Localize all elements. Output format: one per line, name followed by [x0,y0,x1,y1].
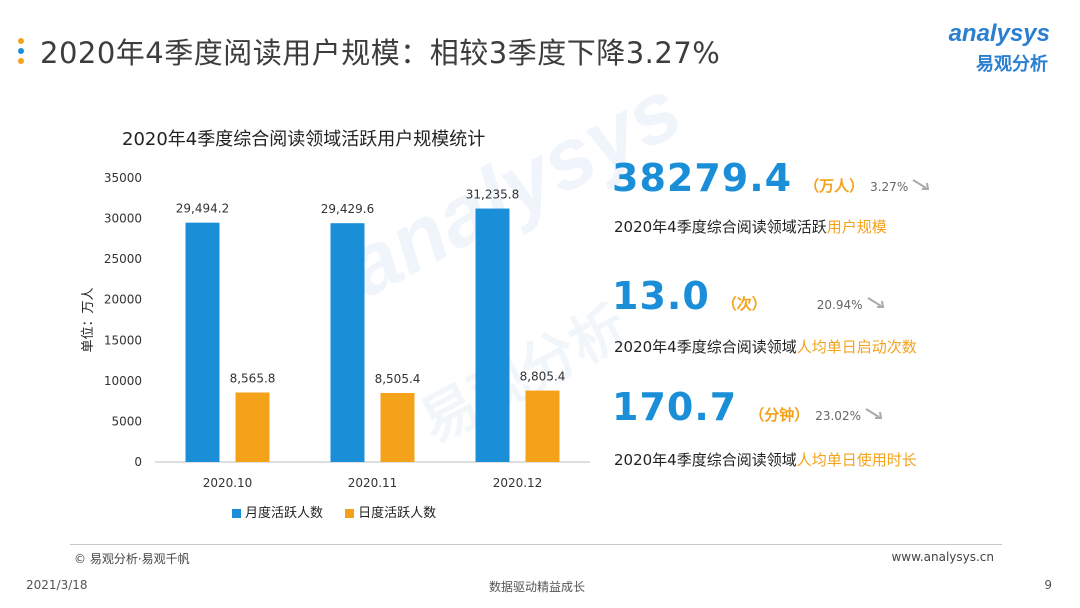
kpi-desc-daily-launches: 2020年4季度综合阅读领域人均单日启动次数 [614,336,917,357]
data-label: 29,494.2 [176,202,229,216]
page-number: 9 [1044,578,1052,592]
y-tick-label: 5000 [111,414,142,428]
kpi-desc-highlight: 人均单日启动次数 [796,338,917,356]
x-tick-label: 2020.12 [493,476,543,490]
kpi-daily-launches: 13.0 （次） 20.94% [612,274,885,318]
y-tick-label: 35000 [104,171,142,185]
data-label: 8,805.4 [520,370,566,384]
logo-text-en: analysys [948,20,1050,47]
title-bullet-icon [18,38,24,68]
legend-label-daily: 日度活跃人数 [358,506,437,521]
kpi-value: 38279.4 [612,156,793,200]
title-dot [18,38,24,44]
copyright-text: © 易观分析·易观千帆 [74,552,190,566]
kpi-value: 170.7 [612,385,738,429]
kpi-value: 13.0 [612,274,710,318]
bar-monthly-active [330,223,365,462]
legend-item-daily: 日度活跃人数 [345,502,436,521]
data-label: 31,235.8 [466,188,519,202]
y-tick-label: 15000 [104,333,142,347]
y-tick-label: 0 [134,455,142,469]
kpi-unit: （万人） [804,177,865,195]
kpi-active-users: 38279.4 （万人） 3.27% [612,156,930,200]
kpi-change: 20.94% [816,298,863,312]
down-arrow-icon [912,179,930,190]
kpi-desc-text: 2020年4季度综合阅读领域 [614,338,797,356]
kpi-unit: （次） [721,295,767,313]
x-tick-label: 2020.11 [348,476,398,490]
kpi-desc-highlight: 人均单日使用时长 [796,451,917,469]
y-axis-label: 单位：万人 [81,287,96,352]
legend-item-monthly: 月度活跃人数 [232,502,323,521]
footer-date: 2021/3/18 [26,578,88,592]
kpi-change: 3.27% [870,180,909,194]
bar-daily-active [525,390,560,462]
kpi-change: 23.02% [815,409,861,423]
kpi-unit: （分钟） [749,406,810,424]
down-arrow-icon [867,297,884,308]
legend-swatch-daily [345,509,355,518]
site-link[interactable]: www.analysys.cn [891,550,994,564]
y-tick-label: 10000 [104,374,142,388]
legend-swatch-monthly [232,509,241,518]
bar-daily-active [235,392,270,462]
kpi-desc-highlight: 用户规模 [826,218,887,236]
footer-slogan: 数据驱动精益成长 [489,580,586,594]
logo-text-cn: 易观分析 [976,54,1048,75]
chart-title: 2020年4季度综合阅读领域活跃用户规模统计 [122,129,486,150]
page-title: 2020年4季度阅读用户规模：相较3季度下降3.27% [40,36,721,70]
bar-chart: 单位：万人 0 5000 10000 15000 20000 25000 30000 35000… [81,171,590,490]
title-dot [18,48,24,54]
y-tick-label: 25000 [104,252,142,266]
bar-monthly-active [475,208,510,462]
chart-legend: 月度活跃人数 日度活跃人数 [232,502,454,521]
kpi-desc-daily-duration: 2020年4季度综合阅读领域人均单日使用时长 [614,449,917,470]
down-arrow-icon [865,408,883,419]
data-label: 8,565.8 [230,371,276,385]
y-tick-label: 30000 [104,212,142,226]
title-dot [18,58,24,64]
kpi-desc-text: 2020年4季度综合阅读领域 [614,451,797,469]
data-label: 8,505.4 [375,372,421,386]
kpi-desc-text: 2020年4季度综合阅读领域活跃 [614,218,827,236]
y-tick-label: 20000 [104,293,142,307]
x-tick-label: 2020.10 [203,476,253,490]
footer-divider [70,544,1002,545]
analysys-logo: analysys 易观分析 [940,20,1050,76]
legend-label-monthly: 月度活跃人数 [245,506,324,521]
kpi-daily-duration: 170.7 （分钟） 23.02% [612,385,883,429]
kpi-desc-active-users: 2020年4季度综合阅读领域活跃用户规模 [614,216,887,237]
data-label: 29,429.6 [321,202,374,216]
bar-monthly-active [185,222,220,462]
bar-daily-active [380,392,415,462]
